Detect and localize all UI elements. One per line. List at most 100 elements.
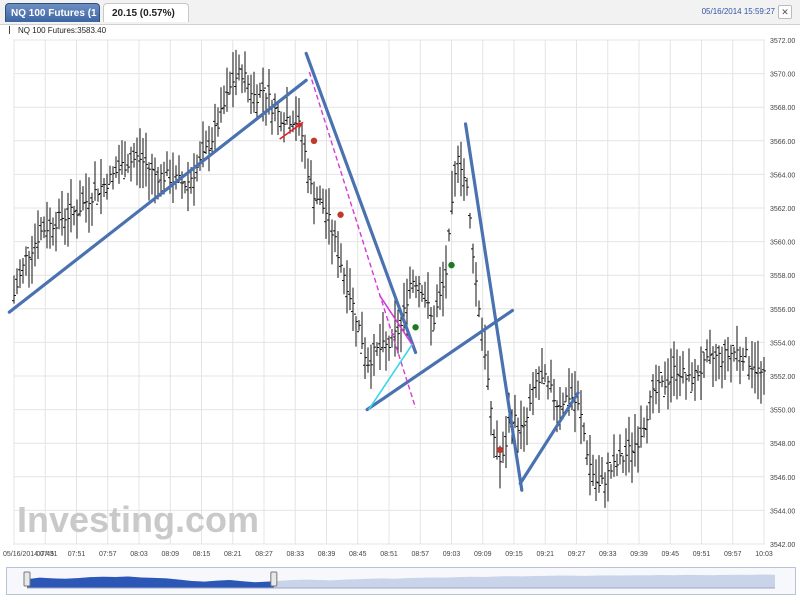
candle <box>450 170 454 215</box>
candle <box>624 428 628 476</box>
navigator-handle[interactable] <box>270 571 278 587</box>
candle <box>348 268 352 311</box>
candle <box>702 351 706 379</box>
candle <box>681 351 685 384</box>
candle <box>645 405 649 444</box>
candle <box>465 177 469 196</box>
candle <box>615 453 619 477</box>
candle <box>597 455 601 493</box>
candle <box>483 324 487 370</box>
x-tick-label: 07:51 <box>68 551 86 558</box>
navigator-chart[interactable] <box>7 568 795 594</box>
candle <box>288 115 292 134</box>
candle <box>432 305 436 332</box>
candle <box>693 358 697 401</box>
candle <box>213 103 217 152</box>
candle <box>48 207 52 249</box>
y-tick-label: 3572.00 <box>770 38 795 45</box>
candle <box>45 201 49 249</box>
candle <box>477 300 481 318</box>
candle <box>486 350 490 390</box>
candle <box>102 177 106 197</box>
candle <box>717 345 721 380</box>
candle <box>36 210 40 259</box>
candle <box>72 205 76 226</box>
navigator-handle[interactable] <box>23 571 31 587</box>
candle <box>96 188 100 205</box>
candle <box>351 287 355 332</box>
candle <box>744 336 748 358</box>
candle <box>735 325 739 371</box>
price-chart[interactable]: Investing.com 3572.00 3570.00 3568.00 3566.… <box>0 24 800 567</box>
grid <box>13 39 765 545</box>
candle <box>330 219 334 265</box>
candle <box>399 312 403 353</box>
candle <box>762 357 766 395</box>
y-tick-label: 3548.00 <box>770 441 795 448</box>
candle <box>66 192 70 247</box>
candle <box>540 348 544 385</box>
trendline <box>463 122 524 492</box>
candle <box>345 260 349 314</box>
candle <box>153 157 157 204</box>
y-tick-label: 3570.00 <box>770 72 795 79</box>
x-tick-label: 07:45 <box>36 551 54 558</box>
candle <box>606 452 610 502</box>
x-tick-label: 08:33 <box>286 551 304 558</box>
candle <box>519 400 523 450</box>
candle <box>132 142 136 168</box>
candle <box>609 462 613 479</box>
x-tick-label: 05/16/2014 07:31 <box>3 551 58 558</box>
candle <box>753 342 757 394</box>
candle <box>759 361 763 404</box>
candle <box>675 349 679 400</box>
candle <box>669 348 673 403</box>
candle <box>741 347 745 371</box>
candle <box>582 422 586 442</box>
candle <box>318 185 322 205</box>
candle <box>393 299 397 357</box>
time-navigator[interactable] <box>6 567 796 595</box>
close-icon[interactable]: ✕ <box>778 5 792 19</box>
x-tick-label: 08:45 <box>349 551 367 558</box>
x-tick-label: 08:21 <box>224 551 242 558</box>
y-tick-label: 3562.00 <box>770 206 795 213</box>
candle <box>33 223 37 267</box>
candle <box>729 344 733 383</box>
x-tick-label: 08:09 <box>161 551 179 558</box>
price-change: 20.15 (0.57%) <box>103 3 189 22</box>
candle <box>333 220 337 253</box>
candle <box>210 127 214 156</box>
candle <box>129 146 133 182</box>
candle <box>612 434 616 477</box>
candle <box>594 459 598 502</box>
candle <box>93 161 97 201</box>
candle <box>312 181 316 225</box>
y-tick-label: 3550.00 <box>770 408 795 415</box>
candle <box>513 394 517 429</box>
markers <box>310 137 504 454</box>
trendline <box>304 51 418 355</box>
candle <box>756 340 760 400</box>
candle <box>435 284 439 318</box>
candle <box>321 188 325 214</box>
candle <box>468 212 472 229</box>
candle <box>636 426 640 473</box>
candle <box>21 258 25 284</box>
candle <box>603 472 607 508</box>
candle <box>474 262 478 307</box>
candle <box>255 84 259 120</box>
x-tick-label: 09:15 <box>505 551 523 558</box>
candle <box>117 144 121 184</box>
candle <box>516 417 520 453</box>
candle <box>69 179 73 233</box>
candle <box>75 199 79 239</box>
candle <box>438 266 442 310</box>
candle <box>705 339 709 363</box>
thin-line <box>368 343 414 411</box>
candle <box>444 245 448 299</box>
instrument-tab[interactable]: NQ 100 Futures (1 Mi <box>5 3 100 22</box>
candle <box>696 365 700 381</box>
candle <box>306 158 310 194</box>
candle <box>366 347 370 373</box>
